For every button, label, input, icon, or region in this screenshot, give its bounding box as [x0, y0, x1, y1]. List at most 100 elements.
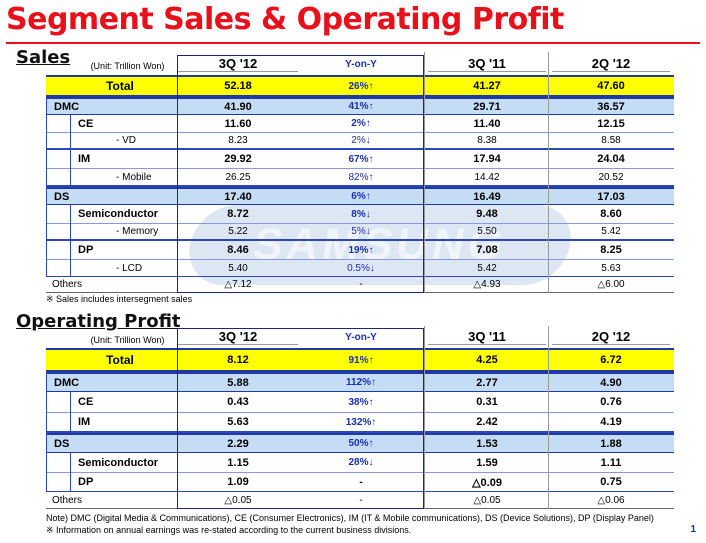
value-3q12: 1.15: [227, 456, 249, 469]
value-3q12: 8.12: [227, 354, 249, 366]
sales-col-divider: [548, 52, 549, 293]
row-label: DMC: [54, 100, 80, 113]
sales-current-quarter-box: [177, 55, 424, 293]
sales-unit: (Unit: Trillion Won): [90, 61, 165, 71]
op-ds-bracket: [70, 453, 71, 492]
value-3q12: △7.12: [224, 279, 252, 290]
value-yoy: 2%↑: [351, 118, 371, 129]
abbreviation-note: Note) DMC (Digital Media & Communication…: [46, 513, 654, 523]
value-yoy: 2%↓: [351, 135, 371, 146]
value-3q12: 5.63: [227, 416, 249, 428]
value-3q12: 5.88: [227, 376, 249, 389]
value-yoy: 28%↓: [348, 457, 374, 468]
value-yoy: 19%↑: [348, 244, 374, 256]
value-yoy: -: [359, 279, 363, 290]
value-yoy: 112%↑: [345, 377, 377, 388]
sales-heading: Sales: [16, 47, 71, 68]
value-3q11: 2.77: [476, 376, 498, 389]
value-3q11: 8.38: [477, 135, 497, 146]
value-3q12: 5.40: [228, 262, 248, 274]
sales-footnote: ※ Sales includes intersegment sales: [46, 294, 193, 304]
value-3q11: 14.42: [474, 171, 500, 183]
value-3q12: 11.60: [224, 117, 252, 130]
value-3q12: 8.23: [228, 135, 248, 146]
sales-row-im: IM 29.92 67%↑ 17.94 24.04: [46, 150, 674, 169]
op-row-ds: DS 2.29 50%↑ 1.53 1.88: [46, 433, 674, 453]
value-3q11: 4.25: [476, 354, 498, 366]
value-3q11: △0.05: [473, 494, 501, 506]
op-col-2q12: 2Q '12: [552, 329, 670, 345]
value-3q12: 26.25: [225, 171, 251, 183]
value-3q12: 5.22: [228, 226, 248, 237]
value-3q12: 0.43: [227, 396, 249, 408]
op-col-divider: [548, 326, 549, 509]
value-yoy: 82%↑: [348, 171, 374, 183]
value-3q11: 0.31: [476, 396, 498, 408]
value-3q12: 1.09: [227, 476, 249, 488]
row-label: Total: [106, 353, 134, 367]
row-label: Others: [52, 279, 83, 290]
sales-row-vd: - VD 8.23 2%↓ 8.38 8.58: [46, 133, 674, 150]
value-yoy: 50%↑: [348, 438, 374, 449]
op-col-divider: [424, 326, 425, 509]
op-dmc-bracket: [70, 392, 71, 433]
value-3q12: 2.29: [227, 437, 249, 450]
value-3q11: 1.53: [476, 437, 498, 450]
sales-dmc-bracket: [70, 115, 71, 187]
sales-row-dmc: DMC 41.90 41%↑ 29.71 36.57: [46, 97, 674, 115]
sales-row-semiconductor: Semiconductor 8.72 8%↓ 9.48 8.60: [46, 205, 674, 224]
value-2q12: 5.63: [601, 262, 621, 274]
op-col-3q12: 3Q '12: [178, 329, 298, 345]
value-3q11: 16.49: [473, 190, 501, 203]
sales-col-3q11: 3Q '11: [428, 56, 546, 72]
op-current-quarter-box: [177, 328, 424, 509]
value-3q11: 7.08: [476, 244, 498, 256]
row-label: IM: [78, 153, 91, 165]
op-row-dp: DP 1.09 - △0.09 0.75: [46, 473, 674, 492]
value-yoy: 38%↑: [348, 396, 374, 408]
value-3q12: △0.05: [224, 494, 252, 506]
value-2q12: 0.75: [600, 476, 622, 488]
value-3q12: 41.90: [224, 100, 252, 113]
value-2q12: 17.03: [597, 190, 625, 203]
value-3q11: 1.59: [476, 456, 498, 469]
value-2q12: 1.11: [600, 456, 622, 469]
sales-ds-bracket: [70, 205, 71, 277]
sales-col-yoy: Y-on-Y: [345, 59, 377, 70]
value-3q11: △0.09: [472, 476, 502, 489]
row-label: DP: [78, 244, 94, 256]
row-label: - VD: [116, 135, 136, 146]
page-title: Segment Sales & Operating Profit: [6, 2, 564, 37]
value-yoy: 5%↓: [351, 226, 371, 237]
value-3q12: 29.92: [224, 153, 252, 165]
page-number: 1: [690, 524, 696, 535]
value-3q11: 5.50: [477, 226, 497, 237]
sales-col-2q12: 2Q '12: [552, 56, 670, 72]
value-yoy: 132%↑: [345, 416, 377, 428]
value-yoy: 0.5%↓: [347, 262, 375, 274]
sales-left-border: [46, 97, 47, 277]
op-row-ce: CE 0.43 38%↑ 0.31 0.76: [46, 392, 674, 413]
op-unit: (Unit: Trillion Won): [90, 335, 165, 345]
value-3q11: 11.40: [473, 117, 501, 130]
restatement-note: ※ Information on annual earnings was re-…: [46, 525, 412, 535]
value-yoy: 26%↑: [348, 80, 374, 92]
sales-row-ce: CE 11.60 2%↑ 11.40 12.15: [46, 115, 674, 133]
sales-col-divider: [424, 52, 425, 293]
op-heading: Operating Profit: [16, 311, 181, 332]
value-3q11: 5.42: [477, 262, 497, 274]
row-label: Others: [52, 494, 83, 506]
row-label: IM: [78, 416, 91, 428]
value-2q12: 5.42: [601, 226, 621, 237]
value-yoy: 6%↑: [351, 191, 371, 202]
sales-row-dp: DP 8.46 19%↑ 7.08 8.25: [46, 241, 674, 260]
op-left-border: [46, 372, 47, 492]
op-row-semiconductor: Semiconductor 1.15 28%↓ 1.59 1.11: [46, 453, 674, 473]
value-yoy: 8%↓: [351, 208, 371, 220]
row-label: - Memory: [116, 226, 159, 237]
value-2q12: △0.06: [597, 494, 625, 506]
value-2q12: 4.90: [600, 376, 622, 389]
value-yoy: -: [359, 494, 363, 506]
value-3q11: 41.27: [473, 80, 501, 92]
sales-col-3q12: 3Q '12: [178, 56, 298, 72]
